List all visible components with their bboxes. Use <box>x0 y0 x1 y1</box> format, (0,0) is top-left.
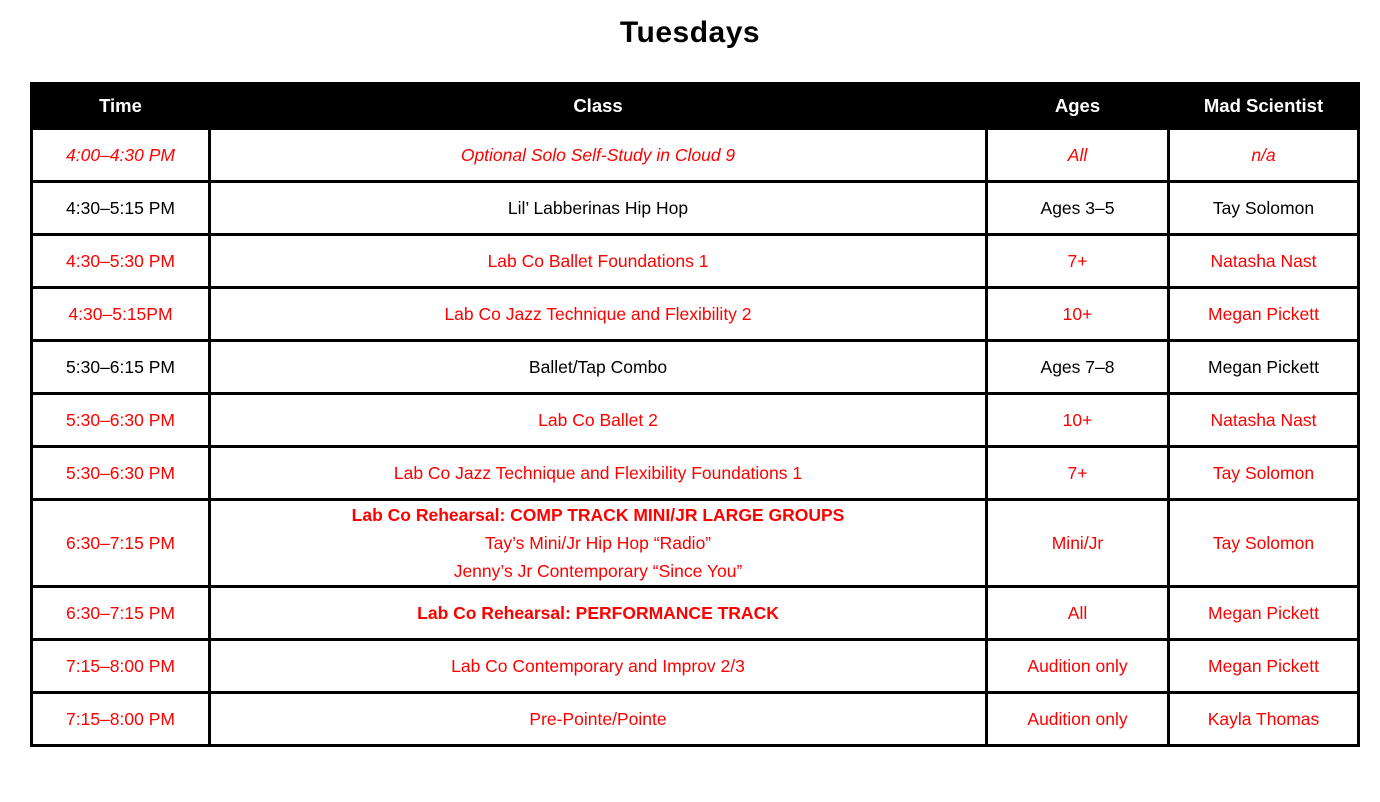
col-header-ages: Ages <box>985 82 1170 130</box>
class-cell: Optional Solo Self-Study in Cloud 9 <box>208 127 988 183</box>
col-header-mad-scientist: Mad Scientist <box>1167 82 1360 130</box>
time-cell: 5:30–6:15 PM <box>30 339 211 395</box>
schedule-row: 7:15–8:00 PM Pre-Pointe/Pointe Audition … <box>30 691 1360 747</box>
schedule-row: 7:15–8:00 PM Lab Co Contemporary and Imp… <box>30 638 1360 694</box>
schedule-row: 4:30–5:30 PM Lab Co Ballet Foundations 1… <box>30 233 1360 289</box>
schedule-row: 5:30–6:30 PM Lab Co Ballet 2 10+ Natasha… <box>30 392 1360 448</box>
teacher-cell: Tay Solomon <box>1167 445 1360 501</box>
teacher-cell: Kayla Thomas <box>1167 691 1360 747</box>
teacher-cell: Megan Pickett <box>1167 585 1360 641</box>
class-cell: Lab Co Ballet Foundations 1 <box>208 233 988 289</box>
class-cell: Lab Co Contemporary and Improv 2/3 <box>208 638 988 694</box>
teacher-cell: Megan Pickett <box>1167 339 1360 395</box>
page-title: Tuesdays <box>619 16 761 49</box>
time-cell: 6:30–7:15 PM <box>30 585 211 641</box>
time-cell: 5:30–6:30 PM <box>30 392 211 448</box>
schedule-row: 5:30–6:15 PM Ballet/Tap Combo Ages 7–8 M… <box>30 339 1360 395</box>
time-cell: 5:30–6:30 PM <box>30 445 211 501</box>
teacher-cell: Megan Pickett <box>1167 286 1360 342</box>
teacher-cell: n/a <box>1167 127 1360 183</box>
class-cell: Lil’ Labberinas Hip Hop <box>208 180 988 236</box>
ages-cell: Ages 3–5 <box>985 180 1170 236</box>
class-cell: Lab Co Rehearsal: PERFORMANCE TRACK <box>208 585 988 641</box>
class-cell: Lab Co Rehearsal: COMP TRACK MINI/JR LAR… <box>208 498 988 588</box>
ages-cell: 7+ <box>985 233 1170 289</box>
header-row: Time Class Ages Mad Scientist <box>30 82 1360 130</box>
schedule-row: 4:30–5:15PM Lab Co Jazz Technique and Fl… <box>30 286 1360 342</box>
teacher-cell: Tay Solomon <box>1167 180 1360 236</box>
ages-cell: Ages 7–8 <box>985 339 1170 395</box>
col-header-time: Time <box>30 82 211 130</box>
ages-cell: All <box>985 127 1170 183</box>
schedule-table: Time Class Ages Mad Scientist 4:00–4:30 … <box>30 82 1360 747</box>
ages-cell: 10+ <box>985 286 1170 342</box>
time-cell: 6:30–7:15 PM <box>30 498 211 588</box>
class-title-line: Lab Co Rehearsal: COMP TRACK MINI/JR LAR… <box>351 505 845 525</box>
class-detail-line: Tay’s Mini/Jr Hip Hop “Radio” <box>484 533 712 553</box>
class-cell: Ballet/Tap Combo <box>208 339 988 395</box>
ages-cell: Mini/Jr <box>985 498 1170 588</box>
teacher-cell: Tay Solomon <box>1167 498 1360 588</box>
schedule-row: 6:30–7:15 PM Lab Co Rehearsal: PERFORMAN… <box>30 585 1360 641</box>
schedule-row: 6:30–7:15 PM Lab Co Rehearsal: COMP TRAC… <box>30 498 1360 588</box>
time-cell: 7:15–8:00 PM <box>30 691 211 747</box>
class-detail-line: Jenny’s Jr Contemporary “Since You” <box>453 561 743 581</box>
teacher-cell: Natasha Nast <box>1167 392 1360 448</box>
schedule-row: 4:00–4:30 PM Optional Solo Self-Study in… <box>30 127 1360 183</box>
table-header: Time Class Ages Mad Scientist <box>30 82 1360 130</box>
ages-cell: 10+ <box>985 392 1170 448</box>
time-cell: 4:30–5:15 PM <box>30 180 211 236</box>
class-cell: Lab Co Jazz Technique and Flexibility Fo… <box>208 445 988 501</box>
class-cell: Lab Co Jazz Technique and Flexibility 2 <box>208 286 988 342</box>
schedule-row: 4:30–5:15 PM Lil’ Labberinas Hip Hop Age… <box>30 180 1360 236</box>
time-cell: 4:30–5:15PM <box>30 286 211 342</box>
class-cell: Pre-Pointe/Pointe <box>208 691 988 747</box>
schedule-row: 5:30–6:30 PM Lab Co Jazz Technique and F… <box>30 445 1360 501</box>
time-cell: 4:00–4:30 PM <box>30 127 211 183</box>
ages-cell: Audition only <box>985 638 1170 694</box>
time-cell: 7:15–8:00 PM <box>30 638 211 694</box>
teacher-cell: Natasha Nast <box>1167 233 1360 289</box>
ages-cell: All <box>985 585 1170 641</box>
class-cell: Lab Co Ballet 2 <box>208 392 988 448</box>
teacher-cell: Megan Pickett <box>1167 638 1360 694</box>
ages-cell: Audition only <box>985 691 1170 747</box>
time-cell: 4:30–5:30 PM <box>30 233 211 289</box>
col-header-class: Class <box>208 82 988 130</box>
ages-cell: 7+ <box>985 445 1170 501</box>
